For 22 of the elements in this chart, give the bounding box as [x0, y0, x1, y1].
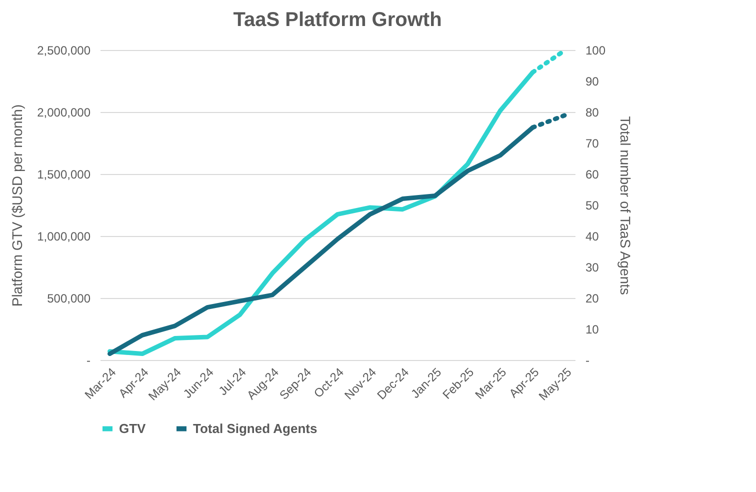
legend-label: Total Signed Agents — [193, 420, 318, 436]
y2-tick-label: 10 — [586, 322, 600, 336]
chart-title: TaaS Platform Growth — [233, 9, 442, 31]
y-tick-label: 2,500,000 — [37, 44, 91, 58]
y-tick-label: 500,000 — [47, 292, 91, 306]
y2-tick-label: 20 — [586, 292, 600, 306]
y2-tick-label: 90 — [586, 74, 600, 88]
y2-tick-label: 100 — [586, 44, 606, 58]
y-tick-label: 1,500,000 — [37, 168, 91, 182]
y2-tick-label: 30 — [586, 260, 600, 274]
y-tick-label: 1,000,000 — [37, 230, 91, 244]
y2-tick-label: 60 — [586, 168, 600, 182]
y2-tick-label: 40 — [586, 230, 600, 244]
y2-tick-label: 70 — [586, 136, 600, 150]
legend-label: GTV — [119, 420, 146, 436]
y-tick-label: 2,000,000 — [37, 106, 91, 120]
y-tick-label: - — [86, 354, 90, 368]
y2-tick-label: - — [586, 354, 590, 368]
y2-tick-label: 80 — [586, 106, 600, 120]
y2-tick-label: 50 — [586, 198, 600, 212]
y-axis-title: Platform GTV ($USD per month) — [9, 104, 26, 307]
y2-axis-title: Total number of TaaS Agents — [618, 116, 634, 295]
